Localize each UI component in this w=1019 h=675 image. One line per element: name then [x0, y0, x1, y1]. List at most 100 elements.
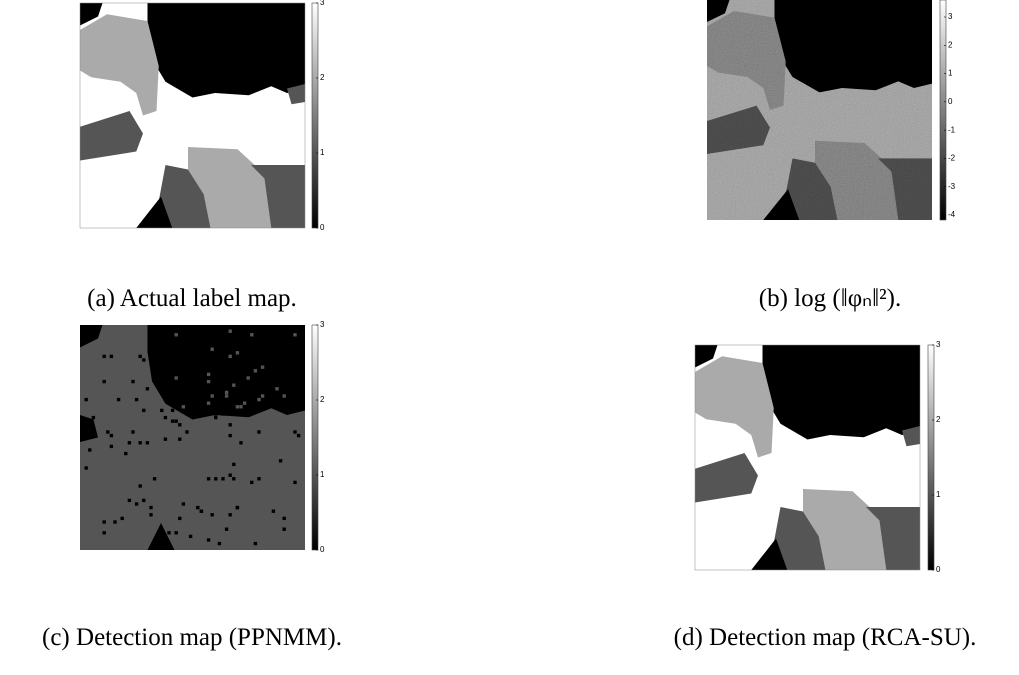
pixel	[106, 430, 110, 434]
pixel	[206, 538, 211, 542]
pixel	[282, 394, 286, 398]
colorbar-tick-label: 0	[948, 97, 953, 106]
pixel	[124, 451, 128, 456]
pixel	[228, 473, 232, 477]
pixel	[246, 376, 250, 380]
colorbar-tick-label: 2	[320, 395, 325, 404]
pixel	[235, 405, 240, 409]
pixel	[181, 405, 186, 409]
pixel	[296, 433, 301, 438]
pixel	[206, 372, 211, 377]
colorbar-tick-label: -1	[948, 125, 956, 134]
pixel	[102, 531, 106, 535]
pixel	[214, 415, 218, 420]
colorbar	[311, 324, 319, 551]
pixel	[134, 397, 139, 402]
rca-su-map-image	[695, 345, 920, 570]
pixel	[170, 408, 175, 413]
pixel	[293, 430, 297, 434]
pixel	[214, 412, 218, 416]
pixel	[160, 408, 164, 413]
pixel	[84, 397, 88, 402]
caption: (a) Actual label map.	[87, 285, 297, 312]
pixel	[210, 394, 214, 398]
pixel	[149, 505, 153, 510]
pixel	[116, 397, 121, 402]
pixel	[206, 401, 211, 405]
pixel	[131, 430, 135, 434]
pixel	[228, 354, 232, 359]
image-frame	[79, 2, 306, 229]
pixel	[174, 376, 178, 380]
pixel	[134, 502, 139, 506]
colorbar	[927, 344, 935, 571]
pixel	[88, 448, 92, 452]
pixel	[145, 441, 150, 445]
caption: (b) log (‖φₙ‖²).	[759, 285, 901, 312]
pixel	[145, 387, 150, 391]
colorbar-tick-label: 1	[936, 490, 941, 499]
label-map-image	[80, 3, 305, 228]
pixel	[178, 516, 182, 521]
colorbar-tick-label: 3	[936, 340, 941, 349]
pixel	[142, 358, 146, 362]
pixel	[260, 394, 265, 398]
colorbar	[939, 0, 947, 221]
pixel	[109, 433, 114, 438]
pixel	[113, 520, 117, 524]
colorbar-tick-label: 0	[320, 545, 325, 554]
pixel	[149, 513, 153, 517]
colorbar	[311, 2, 319, 229]
pixel	[199, 509, 204, 513]
pixel	[214, 477, 218, 481]
pixel	[278, 459, 283, 463]
pixel	[250, 333, 254, 337]
pixel	[138, 484, 142, 488]
pixel	[178, 437, 182, 441]
pixel	[217, 541, 222, 546]
pixel	[260, 365, 265, 369]
pixel	[293, 333, 297, 337]
pixel	[160, 541, 164, 546]
colorbar-tick-label: 1	[320, 148, 325, 157]
pixel	[224, 394, 229, 398]
pixel	[232, 477, 236, 481]
pixel	[178, 423, 182, 427]
pixel	[221, 477, 225, 481]
pixel	[120, 516, 124, 521]
pixel	[185, 430, 189, 434]
pixel	[138, 441, 142, 445]
pixel	[293, 480, 297, 485]
colorbar-tick-label: 0	[320, 223, 325, 232]
pixel	[91, 415, 96, 420]
pixel	[142, 498, 146, 503]
image-frame	[694, 344, 921, 571]
pixel	[142, 408, 146, 413]
pixel	[257, 477, 261, 481]
pixel	[239, 441, 243, 445]
pixel	[232, 412, 236, 416]
pixel	[156, 329, 160, 333]
pixel	[235, 505, 240, 510]
pixel	[232, 383, 236, 387]
pixel	[228, 329, 232, 333]
caption: (d) Detection map (RCA-SU).	[674, 624, 977, 651]
caption: (c) Detection map (PPNMM).	[42, 624, 342, 651]
pixel	[152, 477, 157, 481]
pixel	[109, 354, 114, 359]
colorbar-tick-label: 1	[320, 470, 325, 479]
pixel	[102, 520, 106, 524]
colorbar-tick-label: 1	[948, 69, 953, 78]
pixel	[228, 423, 232, 427]
pixel	[228, 433, 232, 438]
pixel	[127, 498, 132, 503]
pixel	[102, 354, 106, 359]
colorbar-tick-label: 3	[320, 0, 325, 7]
pixel	[131, 379, 135, 384]
pixel	[224, 390, 229, 395]
pixel	[102, 379, 106, 384]
pixel	[174, 333, 178, 337]
colorbar-tick-label: 2	[320, 73, 325, 82]
pixel	[232, 462, 236, 467]
